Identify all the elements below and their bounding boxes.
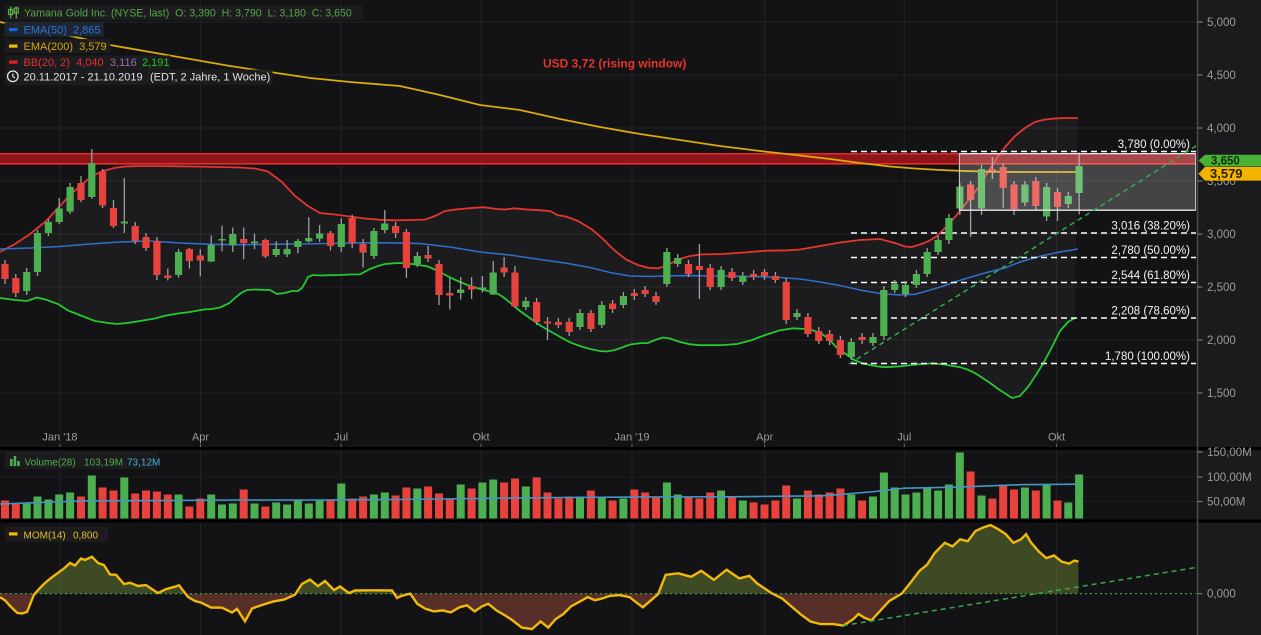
svg-text:Okt: Okt <box>472 432 489 444</box>
svg-text:Jan '18: Jan '18 <box>42 432 77 444</box>
svg-text:1,500: 1,500 <box>1207 388 1236 400</box>
svg-text:100,00M: 100,00M <box>1207 472 1252 484</box>
svg-text:EMA(50) 2,865: EMA(50) 2,865 <box>24 25 101 37</box>
svg-text:BB(20, 2) 4,040: BB(20, 2) 4,040 <box>24 57 104 69</box>
svg-text:103,19M: 103,19M <box>84 458 123 469</box>
svg-text:MOM(14): MOM(14) <box>24 531 66 542</box>
svg-text:150,00M: 150,00M <box>1207 447 1252 459</box>
svg-text:3,016 (38.20%): 3,016 (38.20%) <box>1111 221 1190 233</box>
svg-text:Okt: Okt <box>1048 432 1065 444</box>
svg-text:73,12M: 73,12M <box>127 458 160 469</box>
svg-text:5,000: 5,000 <box>1207 17 1236 29</box>
svg-text:2,208 (78.60%): 2,208 (78.60%) <box>1111 306 1190 318</box>
svg-text:3,650: 3,650 <box>1211 156 1240 168</box>
svg-text:(EDT, 2 Jahre, 1 Woche): (EDT, 2 Jahre, 1 Woche) <box>150 72 270 84</box>
svg-text:USD 3,72 (rising window): USD 3,72 (rising window) <box>543 57 686 71</box>
svg-text:2,780 (50.00%): 2,780 (50.00%) <box>1111 245 1190 257</box>
svg-text:2,000: 2,000 <box>1207 335 1236 347</box>
svg-text:0,800: 0,800 <box>73 531 98 542</box>
svg-text:Volume(28): Volume(28) <box>25 458 76 469</box>
svg-text:4,000: 4,000 <box>1207 123 1236 135</box>
svg-text:4,500: 4,500 <box>1207 70 1236 82</box>
svg-text:Jan '19: Jan '19 <box>614 432 649 444</box>
svg-text:3,000: 3,000 <box>1207 229 1236 241</box>
svg-text:0,000: 0,000 <box>1207 589 1236 601</box>
svg-text:3,780 (0.00%): 3,780 (0.00%) <box>1118 139 1190 151</box>
svg-text:50,00M: 50,00M <box>1207 497 1245 509</box>
svg-text:Jul: Jul <box>334 432 348 444</box>
svg-text:3,116: 3,116 <box>110 57 137 69</box>
svg-text:3,579: 3,579 <box>1210 166 1243 181</box>
svg-text:2,544 (61.80%): 2,544 (61.80%) <box>1111 270 1190 282</box>
svg-text:Yamana Gold Inc. (NYSE, last): Yamana Gold Inc. (NYSE, last) O: 3,390 H… <box>24 8 352 20</box>
svg-text:Apr: Apr <box>756 432 773 444</box>
svg-text:Apr: Apr <box>192 432 209 444</box>
svg-text:EMA(200) 3,579: EMA(200) 3,579 <box>24 41 107 53</box>
svg-text:1,780 (100.00%): 1,780 (100.00%) <box>1105 351 1190 363</box>
svg-text:2,500: 2,500 <box>1207 282 1236 294</box>
svg-text:Jul: Jul <box>897 432 911 444</box>
svg-text:2,191: 2,191 <box>142 57 170 69</box>
svg-text:20.11.2017 - 21.10.2019: 20.11.2017 - 21.10.2019 <box>24 72 143 84</box>
